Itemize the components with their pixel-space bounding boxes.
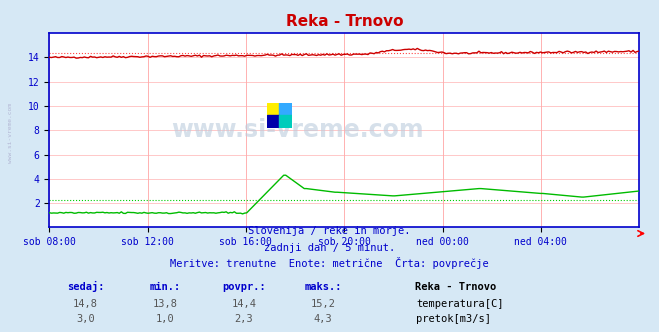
Bar [279,103,292,116]
Text: maks.:: maks.: [304,283,341,292]
Text: pretok[m3/s]: pretok[m3/s] [416,314,492,324]
Text: Slovenija / reke in morje.: Slovenija / reke in morje. [248,226,411,236]
Text: www.si-vreme.com: www.si-vreme.com [171,118,424,142]
Text: 14,4: 14,4 [231,299,256,309]
Text: 3,0: 3,0 [76,314,95,324]
Text: 2,3: 2,3 [235,314,253,324]
Text: 15,2: 15,2 [310,299,335,309]
Text: 1,0: 1,0 [156,314,174,324]
Bar [267,103,279,116]
Text: sedaj:: sedaj: [67,282,104,292]
Text: min.:: min.: [149,283,181,292]
Title: Reka - Trnovo: Reka - Trnovo [285,14,403,29]
Text: Meritve: trenutne  Enote: metrične  Črta: povprečje: Meritve: trenutne Enote: metrične Črta: … [170,257,489,269]
Bar [267,116,279,128]
Text: 14,8: 14,8 [73,299,98,309]
Text: www.si-vreme.com: www.si-vreme.com [8,103,13,163]
Text: 4,3: 4,3 [314,314,332,324]
Text: zadnji dan / 5 minut.: zadnji dan / 5 minut. [264,243,395,253]
Text: Reka - Trnovo: Reka - Trnovo [415,283,496,292]
Text: povpr.:: povpr.: [222,283,266,292]
Bar [279,116,292,128]
Text: 13,8: 13,8 [152,299,177,309]
Text: temperatura[C]: temperatura[C] [416,299,504,309]
